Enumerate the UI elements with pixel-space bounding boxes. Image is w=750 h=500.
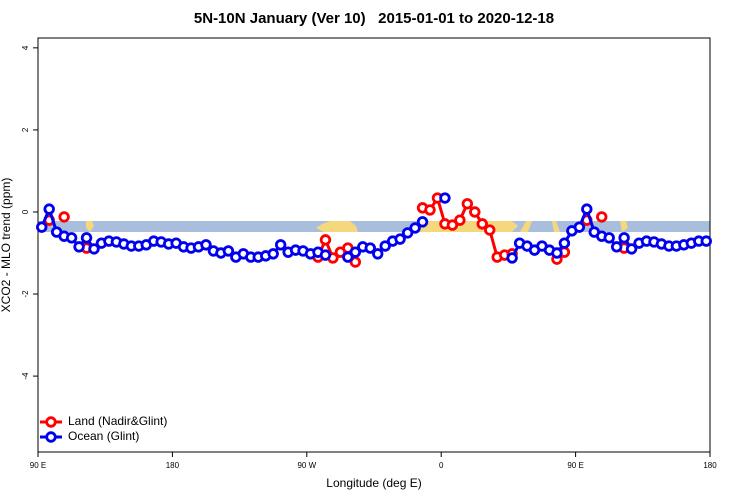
data-point [58, 211, 70, 223]
data-point [618, 232, 630, 244]
y-axis-label: XCO2 - MLO trend (ppm) [0, 178, 13, 313]
y-tick-label: 0 [21, 209, 30, 214]
legend-label: Land (Nadir&Glint) [68, 414, 167, 428]
data-point [558, 237, 571, 249]
data-point [439, 192, 451, 204]
x-axis-label: Longitude (deg E) [326, 476, 421, 490]
data-point [319, 234, 332, 246]
data-point [469, 206, 481, 218]
data-point [596, 211, 608, 223]
data-point [88, 243, 100, 255]
data-point [36, 221, 48, 233]
y-tick-label: 4 [21, 45, 30, 50]
land-patch [552, 221, 560, 232]
data-point [342, 251, 354, 263]
data-point [551, 247, 563, 259]
land-patch [520, 221, 532, 232]
data-point [394, 233, 406, 245]
data-point [581, 203, 593, 215]
data-point [372, 248, 384, 260]
x-tick-label: 180 [703, 461, 717, 470]
data-point [506, 252, 518, 264]
data-point [625, 243, 638, 255]
x-tick-label: 0 [439, 461, 444, 470]
data-point [454, 214, 466, 226]
x-tick-label: 90 E [567, 461, 583, 470]
map-strip [38, 221, 710, 232]
data-point [349, 246, 362, 258]
ocean-band [38, 221, 710, 232]
data-point [65, 232, 78, 244]
data-point [364, 242, 376, 254]
data-point [416, 216, 429, 228]
chart-title: 5N-10N January (Ver 10) 2015-01-01 to 20… [194, 10, 554, 27]
land-patch [620, 221, 628, 232]
data-point [319, 249, 332, 261]
data-point [401, 227, 414, 239]
data-point [222, 245, 235, 257]
data-point [43, 203, 55, 215]
x-tick-label: 90 E [30, 461, 46, 470]
legend: Land (Nadir&Glint)Ocean (Glint) [40, 414, 167, 443]
data-point [73, 241, 85, 253]
legend-marker [45, 431, 57, 443]
data-point [424, 204, 436, 216]
y-tick-label: -2 [21, 290, 30, 298]
data-point [274, 239, 287, 251]
data-point [476, 218, 488, 230]
data-point [379, 240, 391, 252]
land-patch [316, 221, 358, 232]
x-tick-label: 90 W [297, 461, 316, 470]
data-point [610, 241, 623, 253]
land-patch [86, 221, 94, 232]
data-point [484, 224, 496, 236]
data-point [409, 222, 421, 234]
y-tick-label: 2 [21, 127, 30, 132]
data-point [267, 248, 279, 260]
data-point [573, 221, 586, 233]
x-tick-label: 180 [166, 461, 180, 470]
data-point [603, 232, 615, 244]
legend-label: Ocean (Glint) [68, 429, 139, 443]
data-point [446, 219, 459, 231]
data-point [200, 239, 212, 251]
data-point [80, 232, 93, 244]
y-tick-label: -4 [21, 372, 30, 380]
legend-marker [45, 416, 57, 428]
data-point [700, 235, 712, 247]
data-point [461, 198, 474, 210]
